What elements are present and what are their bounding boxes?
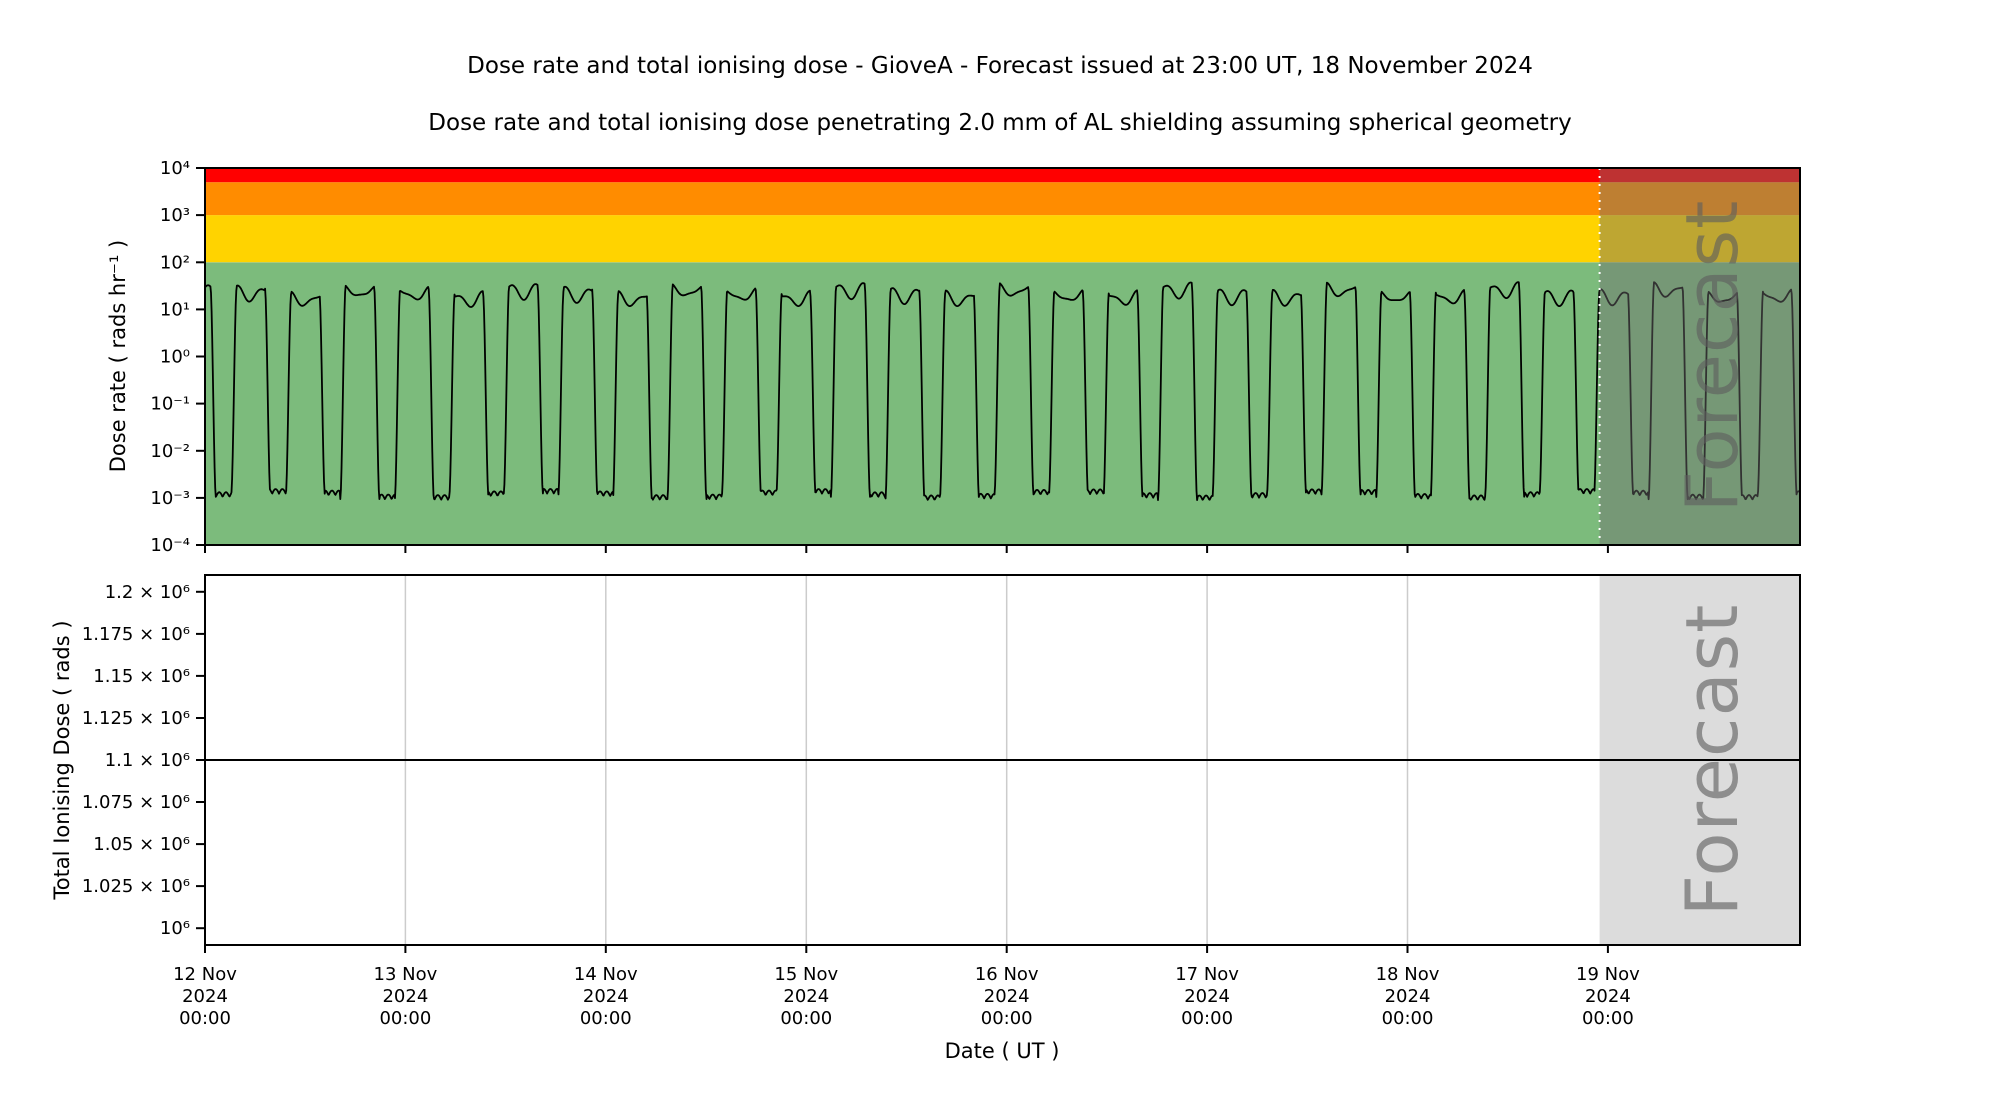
x-tick-label: 2024 bbox=[783, 986, 829, 1007]
y-tick-label: 10⁻² bbox=[150, 441, 190, 462]
dose-rate-series-line bbox=[204, 281, 1800, 501]
y-tick-label: 1.1 × 10⁶ bbox=[105, 750, 190, 771]
y-tick-label: 1.15 × 10⁶ bbox=[93, 666, 190, 687]
x-tick-label: 2024 bbox=[1184, 986, 1230, 1007]
y-tick-label: 10¹ bbox=[160, 299, 190, 320]
y-tick-label: 10³ bbox=[160, 205, 190, 226]
y-tick-label: 10⁻⁴ bbox=[150, 535, 190, 556]
x-tick-label: 00:00 bbox=[780, 1008, 832, 1029]
y-tick-label: 10⁻¹ bbox=[150, 394, 190, 415]
x-tick-label: 2024 bbox=[182, 986, 228, 1007]
y-tick-label: 10⁴ bbox=[160, 158, 190, 179]
x-tick-label: 2024 bbox=[1385, 986, 1431, 1007]
x-tick-label: 00:00 bbox=[1382, 1008, 1434, 1029]
x-tick-label: 00:00 bbox=[379, 1008, 431, 1029]
x-tick-label: 18 Nov bbox=[1376, 964, 1440, 985]
y-tick-label: 10⁰ bbox=[160, 347, 190, 368]
x-tick-label: 00:00 bbox=[1181, 1008, 1233, 1029]
forecast-overlay bbox=[1599, 168, 1800, 545]
band-red bbox=[205, 168, 1800, 183]
x-tick-label: 2024 bbox=[382, 986, 428, 1007]
x-tick-label: 00:00 bbox=[1582, 1008, 1634, 1029]
x-tick-label: 12 Nov bbox=[173, 964, 237, 985]
x-tick-label: 13 Nov bbox=[374, 964, 438, 985]
y-tick-label: 10² bbox=[160, 252, 190, 273]
forecast-watermark-total-dose: Forecast bbox=[1670, 604, 1754, 917]
x-tick-label: 17 Nov bbox=[1175, 964, 1239, 985]
band-yellow bbox=[205, 215, 1800, 263]
y-tick-label: 1.175 × 10⁶ bbox=[82, 624, 190, 645]
x-tick-label: 14 Nov bbox=[574, 964, 638, 985]
y-tick-label: 1.05 × 10⁶ bbox=[93, 834, 190, 855]
figure-subtitle: Dose rate and total ionising dose penetr… bbox=[428, 110, 1571, 136]
total-dose-chart: 1.2 × 10⁶ 1.175 × 10⁶ 1.15 × 10⁶ 1.125 × 10… bbox=[82, 574, 1801, 1029]
dose-rate-axis-label: Dose rate ( rads hr⁻¹ ) bbox=[106, 240, 130, 473]
band-orange bbox=[205, 182, 1800, 216]
y-tick-label: 10⁶ bbox=[160, 918, 190, 939]
y-tick-label: 1.075 × 10⁶ bbox=[82, 792, 190, 813]
x-tick-label: 2024 bbox=[984, 986, 1030, 1007]
x-tick-label: 2024 bbox=[583, 986, 629, 1007]
x-tick-label: 00:00 bbox=[981, 1008, 1033, 1029]
total-dose-axis-label: Total Ionising Dose ( rads ) bbox=[50, 620, 74, 900]
y-tick-label: 1.2 × 10⁶ bbox=[105, 582, 190, 603]
x-tick-label: 16 Nov bbox=[975, 964, 1039, 985]
y-tick-label: 1.125 × 10⁶ bbox=[82, 708, 190, 729]
figure-title: Dose rate and total ionising dose - Giov… bbox=[467, 53, 1533, 79]
x-tick-label: 19 Nov bbox=[1576, 964, 1640, 985]
y-tick-label: 10⁻³ bbox=[150, 488, 190, 509]
x-axis-label: Date ( UT ) bbox=[945, 1039, 1060, 1063]
band-green bbox=[205, 262, 1800, 546]
y-tick-label: 1.025 × 10⁶ bbox=[82, 876, 190, 897]
x-tick-label: 00:00 bbox=[580, 1008, 632, 1029]
forecast-watermark-dose-rate: Forecast bbox=[1670, 200, 1754, 513]
x-tick-label: 15 Nov bbox=[774, 964, 838, 985]
x-tick-label: 00:00 bbox=[179, 1008, 231, 1029]
dose-rate-chart: 10⁴ 10³ 10² 10¹ 10⁰ 10⁻¹ 10⁻² 10⁻³ 10⁻⁴ bbox=[150, 158, 1801, 556]
x-tick-label: 2024 bbox=[1585, 986, 1631, 1007]
